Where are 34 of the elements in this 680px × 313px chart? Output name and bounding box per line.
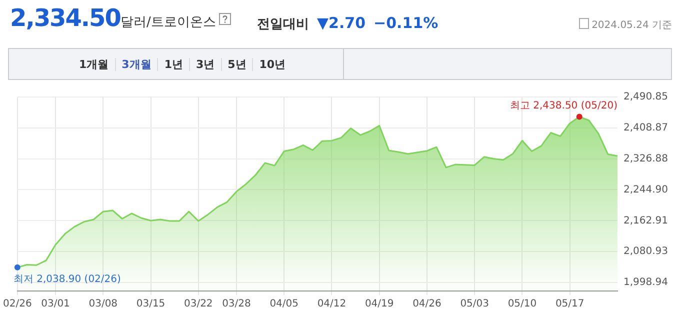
y-tick-label: 1,998.94 <box>623 277 668 288</box>
x-tick-label: 03/01 <box>41 298 70 310</box>
chart-subtitle: 달러/트로이온스 <box>120 15 216 30</box>
text: 3개월 <box>114 58 158 71</box>
x-tick-label: 05/17 <box>555 298 584 310</box>
y-tick-label: 2,408.87 <box>623 122 668 134</box>
y-tick-label: 2,490.85 <box>623 92 668 103</box>
text: 1개월 <box>78 58 110 71</box>
x-tick-label: 03/28 <box>222 298 251 310</box>
x-tick-label: 03/08 <box>88 298 118 310</box>
text: 10년 <box>252 58 292 71</box>
x-tick-label: 02/26 <box>2 298 32 310</box>
x-tick-label: 05/10 <box>508 298 537 310</box>
x-tick-label: 05/03 <box>460 298 490 310</box>
y-tick-label: 2,080.93 <box>623 246 668 258</box>
x-tick-label: 04/26 <box>412 298 442 310</box>
x-tick-label: 04/19 <box>364 298 394 310</box>
y-tick-label: 2,244.90 <box>623 184 668 196</box>
annotation: 최저 2,038.90 (02/26) <box>13 274 122 286</box>
text: ▼2.70 <box>317 14 366 32</box>
chart-title: 2,334.50 <box>10 4 120 32</box>
text: 전일대비 <box>257 17 309 32</box>
x-tick-label: 03/15 <box>136 298 166 310</box>
y-tick-label: 2,326.88 <box>623 153 668 164</box>
text: −0.11% <box>374 14 438 32</box>
annotation: 최고 2,438.50 (05/20) <box>510 100 618 112</box>
text: 5년 <box>220 58 252 71</box>
text: 2024.05.24 기준 <box>592 20 672 31</box>
y-tick-label: 2,162.91 <box>623 215 668 226</box>
text: 1년 <box>157 58 189 71</box>
x-tick-label: 04/12 <box>317 298 346 310</box>
text: 3년 <box>188 58 221 71</box>
x-tick-label: 04/05 <box>270 298 299 310</box>
x-tick-label: 03/22 <box>184 298 213 310</box>
